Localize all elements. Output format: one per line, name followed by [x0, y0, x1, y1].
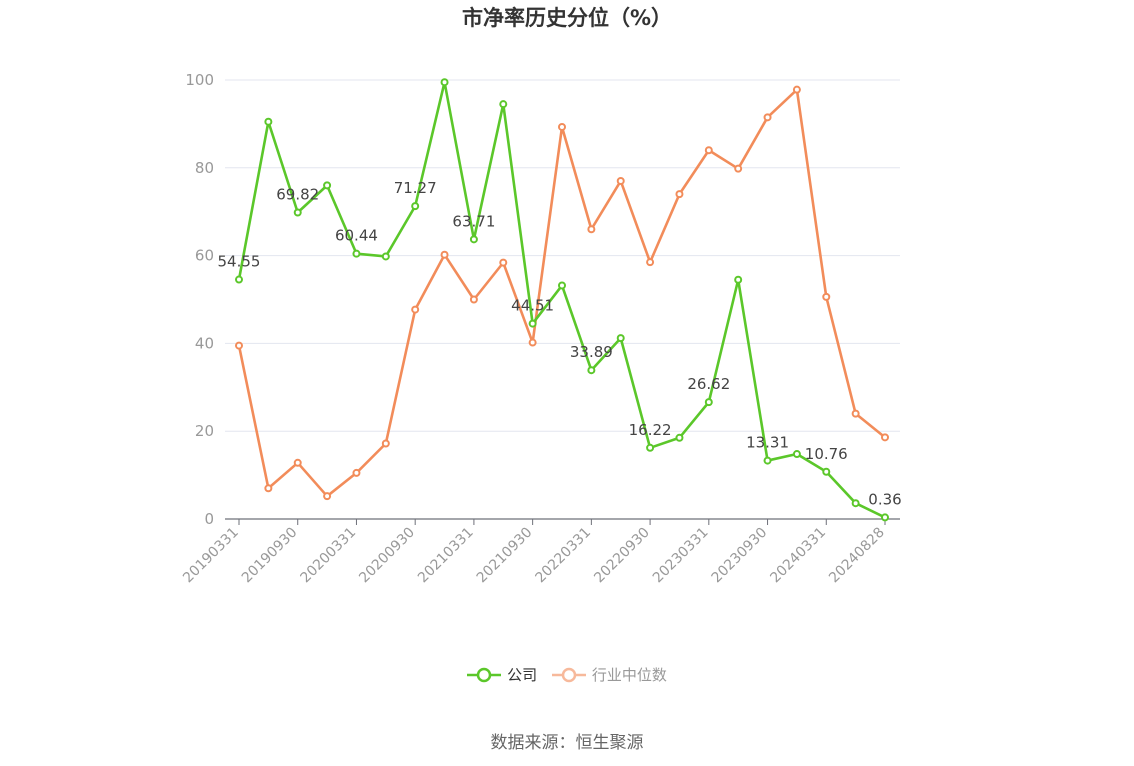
- data-point: [851, 499, 860, 508]
- data-point: [381, 252, 390, 261]
- data-point: [881, 433, 889, 442]
- data-label: 26.62: [687, 375, 730, 393]
- data-point: [734, 275, 743, 284]
- legend-label-company: 公司: [507, 666, 538, 684]
- data-label: 69.82: [276, 185, 319, 203]
- data-point: [440, 250, 449, 259]
- data-label: 44.51: [511, 297, 554, 315]
- data-label: 16.22: [629, 421, 672, 439]
- y-tick-label: 0: [204, 510, 214, 528]
- data-point: [792, 450, 801, 459]
- x-tick-label: 20200331: [298, 525, 360, 587]
- data-label: 13.31: [746, 434, 789, 452]
- x-tick-label: 20240331: [767, 525, 829, 587]
- data-point: [411, 305, 420, 314]
- y-tick-label: 80: [195, 159, 214, 177]
- legend-label-industry-median: 行业中位数: [591, 666, 667, 684]
- data-point: [851, 409, 860, 418]
- data-point: [235, 275, 243, 284]
- data-point: [440, 78, 449, 87]
- chart-title: 市净率历史分位（%）: [461, 6, 673, 30]
- data-point: [675, 190, 684, 199]
- y-tick-label: 100: [185, 71, 214, 89]
- x-tick-label: 20230930: [709, 525, 771, 587]
- data-point: [881, 513, 889, 522]
- data-point: [646, 258, 655, 267]
- series-line-0: [237, 80, 886, 519]
- legend-marker-company: [467, 667, 502, 682]
- data-label: 54.55: [218, 253, 261, 271]
- data-point: [616, 334, 625, 343]
- data-point: [528, 319, 537, 328]
- data-label: 33.89: [570, 343, 613, 361]
- data-point: [734, 164, 743, 173]
- data-point: [822, 292, 831, 301]
- data-point: [763, 456, 772, 465]
- x-tick-label: 20240828: [826, 525, 888, 587]
- data-point: [822, 467, 831, 476]
- x-tick-label: 20220930: [591, 525, 653, 587]
- data-point: [381, 439, 390, 448]
- legend-item-industry-median[interactable]: 行业中位数: [551, 664, 667, 685]
- data-point: [352, 249, 361, 258]
- x-tick-label: 20190331: [180, 525, 242, 587]
- x-tick-label: 20220331: [532, 525, 594, 587]
- x-tick-label: 20210930: [474, 525, 536, 587]
- data-point: [558, 122, 566, 131]
- y-tick-label: 20: [195, 422, 214, 440]
- data-point: [704, 146, 713, 155]
- data-point: [411, 202, 420, 211]
- data-point: [293, 208, 302, 217]
- data-label: 63.71: [452, 212, 495, 230]
- y-tick-label: 40: [195, 334, 214, 352]
- data-point: [587, 366, 596, 375]
- x-tick-label: 20210331: [415, 525, 477, 587]
- data-point: [264, 117, 273, 126]
- data-point: [352, 468, 361, 477]
- y-tick-label: 60: [195, 247, 214, 265]
- x-tick-label: 20200930: [356, 525, 418, 587]
- source-text: 数据来源：恒生聚源: [490, 733, 644, 753]
- data-point: [646, 443, 655, 452]
- data-point: [704, 398, 713, 407]
- data-point: [792, 85, 801, 94]
- data-point: [323, 492, 332, 501]
- x-tick-label: 20190930: [239, 525, 301, 587]
- data-point: [528, 338, 537, 347]
- legend: 公司 行业中位数: [0, 664, 1134, 687]
- data-point: [235, 341, 243, 350]
- data-point: [616, 176, 625, 185]
- data-point: [264, 484, 273, 493]
- data-point: [469, 235, 478, 244]
- data-point: [558, 281, 566, 290]
- data-point: [323, 181, 332, 190]
- data-point: [293, 458, 302, 467]
- data-label: 10.76: [805, 445, 848, 463]
- legend-item-company[interactable]: 公司: [467, 664, 537, 685]
- legend-marker-industry-median: [551, 667, 586, 682]
- data-point: [469, 295, 478, 304]
- data-label: 71.27: [394, 179, 437, 197]
- data-point: [499, 258, 508, 267]
- data-point: [675, 433, 684, 442]
- x-tick-label: 20230331: [650, 525, 712, 587]
- data-label: 60.44: [335, 227, 378, 245]
- data-label: 0.36: [868, 490, 901, 508]
- data-point: [499, 100, 508, 109]
- data-point: [587, 225, 596, 234]
- data-point: [763, 113, 772, 122]
